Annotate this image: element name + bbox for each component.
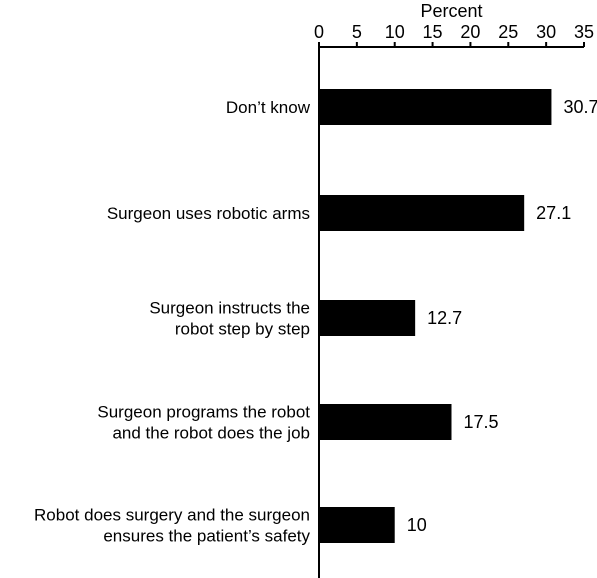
category-label-line: Surgeon programs the robot	[97, 403, 310, 422]
category-label-line: and the robot does the job	[112, 424, 310, 443]
value-label: 17.5	[464, 412, 499, 432]
category-label: Don’t know	[226, 98, 311, 117]
x-tick-label: 35	[574, 22, 594, 42]
value-label: 30.7	[563, 97, 597, 117]
category-label-line: robot step by step	[175, 320, 310, 339]
bar	[319, 195, 525, 231]
value-labels: 30.7 27.1 12.7 17.5 10	[407, 97, 597, 535]
category-label-line: Surgeon instructs the	[149, 299, 310, 318]
category-label-line: Don’t know	[226, 98, 311, 117]
x-axis: 0 5 10 15 20 25 30 35	[314, 22, 594, 578]
bar	[319, 404, 452, 440]
bar	[319, 300, 416, 336]
category-label: Surgeon programs the robot and the robot …	[97, 403, 310, 443]
bars	[319, 89, 552, 543]
x-tick-label: 5	[352, 22, 362, 42]
x-tick-label: 30	[536, 22, 556, 42]
category-label: Surgeon uses robotic arms	[107, 204, 310, 223]
category-label-line: Robot does surgery and the surgeon	[34, 506, 310, 525]
x-tick-label: 20	[460, 22, 480, 42]
value-label: 12.7	[427, 308, 462, 328]
x-tick-label: 25	[498, 22, 518, 42]
category-label-line: ensures the patient’s safety	[103, 527, 310, 546]
category-labels: Don’t know Surgeon uses robotic arms Surge…	[34, 98, 311, 546]
x-tick-label: 15	[423, 22, 443, 42]
category-label-line: Surgeon uses robotic arms	[107, 204, 310, 223]
value-label: 27.1	[536, 203, 571, 223]
x-axis-title: Percent	[420, 1, 482, 21]
bar	[319, 507, 395, 543]
x-tick-label: 10	[385, 22, 405, 42]
category-label: Surgeon instructs the robot step by step	[149, 299, 310, 339]
x-tick-label: 0	[314, 22, 324, 42]
value-label: 10	[407, 515, 427, 535]
bar	[319, 89, 552, 125]
category-label: Robot does surgery and the surgeon ensure…	[34, 506, 310, 546]
